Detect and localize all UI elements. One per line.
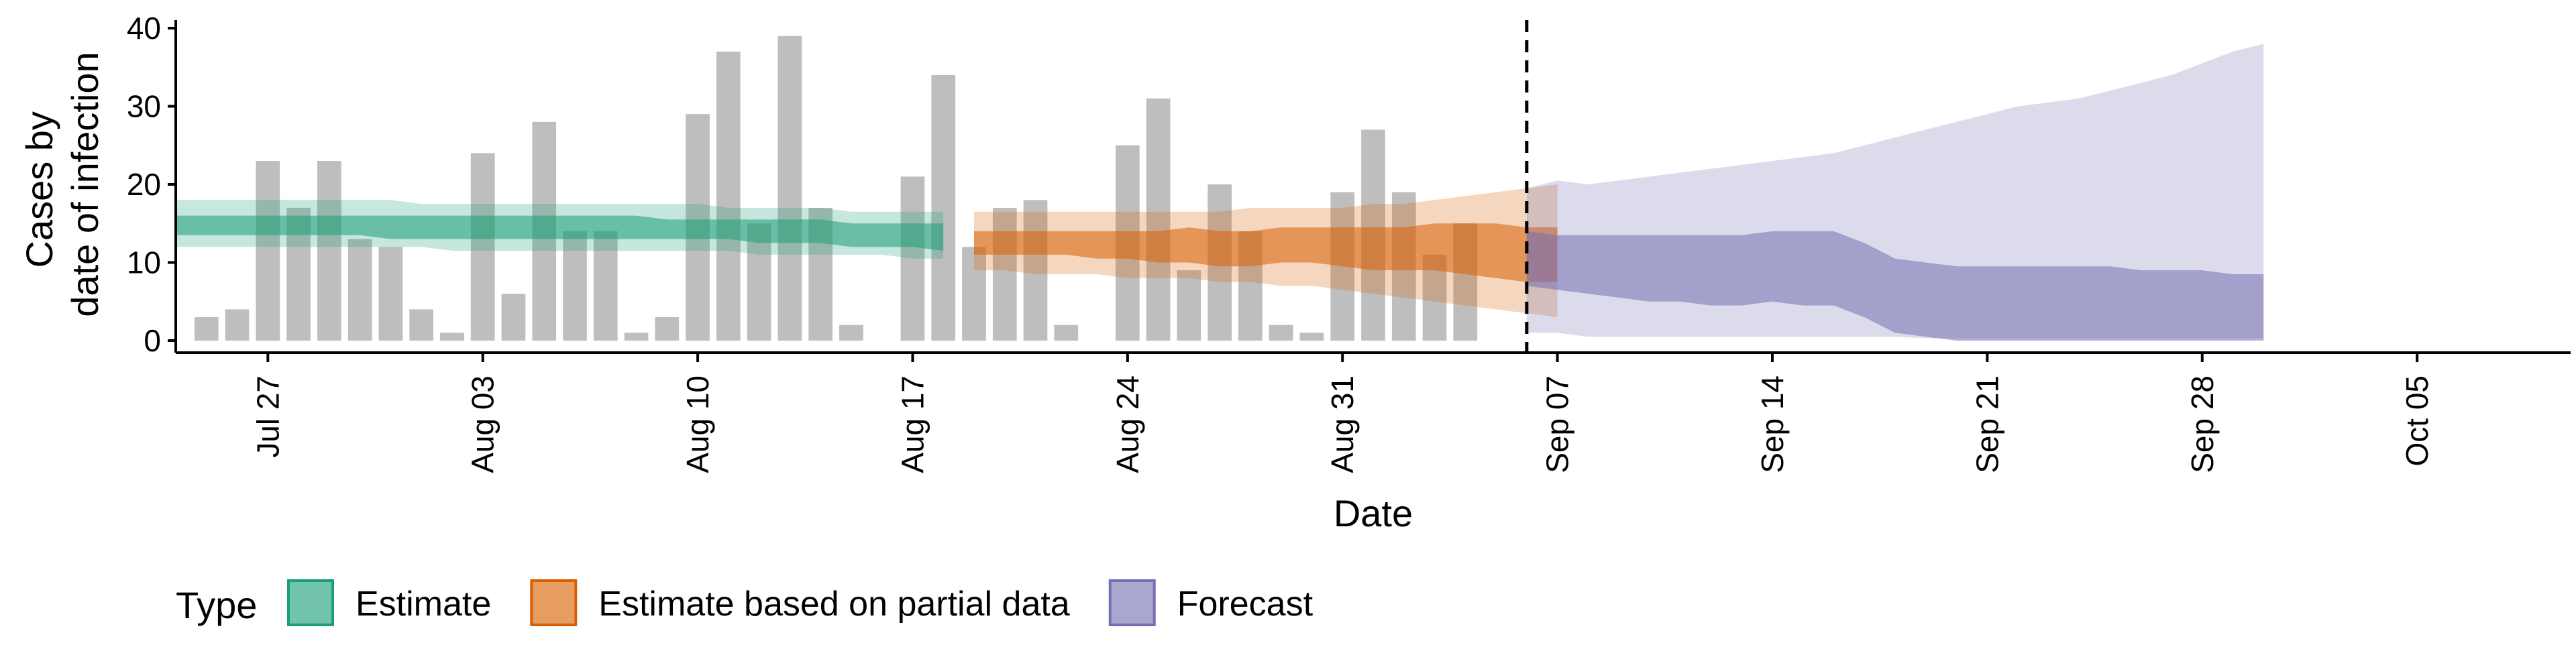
- bar: [777, 36, 802, 341]
- y-tick-label: 20: [127, 167, 161, 202]
- x-tick-label: Oct 05: [2400, 375, 2434, 467]
- legend-swatch: [287, 579, 334, 626]
- series-1-inner-band: [974, 223, 1558, 282]
- x-tick-label: Aug 03: [466, 375, 500, 473]
- y-axis-title: Cases by date of infection: [18, 52, 106, 316]
- x-tick-label: Jul 27: [250, 375, 285, 458]
- bar: [1054, 325, 1079, 341]
- bar: [593, 231, 618, 341]
- bar: [624, 333, 649, 341]
- y-axis-title-line-2: date of infection: [64, 52, 106, 316]
- bar: [563, 231, 587, 341]
- x-tick-label: Sep 14: [1755, 375, 1790, 473]
- legend-swatch: [1108, 579, 1156, 626]
- bar: [378, 247, 403, 341]
- legend-swatch: [530, 579, 578, 626]
- x-tick-label: Aug 24: [1110, 375, 1145, 473]
- y-tick-label: 30: [127, 89, 161, 124]
- legend-label: Estimate based on partial data: [598, 585, 1070, 624]
- bar: [194, 317, 219, 341]
- bands-layer: [176, 44, 2264, 341]
- bar: [225, 309, 250, 341]
- x-tick-label: Sep 07: [1540, 375, 1575, 473]
- y-tick-label: 40: [127, 11, 161, 46]
- legend: Type Estimate Estimate based on partial d…: [176, 579, 1313, 626]
- bar: [716, 51, 741, 341]
- bar: [1023, 200, 1048, 341]
- x-tick-label: Aug 31: [1325, 375, 1360, 473]
- y-tick-label: 0: [144, 323, 161, 358]
- bar: [347, 239, 372, 341]
- labels-layer: Date Cases by date of infection: [18, 52, 1413, 534]
- legend-label: Estimate: [356, 585, 491, 624]
- bar: [839, 325, 863, 341]
- x-tick-label: Sep 21: [1970, 375, 2004, 473]
- bar: [1299, 333, 1324, 341]
- series-2-inner-band: [1526, 231, 2264, 341]
- bar: [992, 207, 1017, 341]
- legend-title: Type: [176, 584, 257, 626]
- bar: [470, 153, 495, 341]
- bar: [1269, 325, 1293, 341]
- x-tick-label: Aug 17: [895, 375, 930, 473]
- legend-label: Forecast: [1177, 585, 1313, 624]
- bar: [931, 74, 956, 341]
- x-tick-label: Sep 28: [2185, 375, 2220, 473]
- bars-layer: [194, 36, 1478, 341]
- series-0-inner-band: [176, 215, 944, 251]
- axes-layer: 0 10 20 30 40 Jul 27 Aug 03 Aug 10 Aug 17 Aug 24 A…: [127, 11, 2571, 473]
- bar: [962, 247, 986, 341]
- bar: [409, 309, 434, 341]
- x-tick-label: Aug 10: [680, 375, 715, 473]
- bar: [655, 317, 680, 341]
- x-axis-title: Date: [1334, 492, 1413, 534]
- bar: [1177, 270, 1201, 341]
- bar: [317, 161, 341, 341]
- bar: [501, 294, 526, 341]
- bar: [256, 161, 280, 341]
- bar: [900, 176, 925, 341]
- bar: [1146, 98, 1171, 341]
- y-axis-title-line-1: Cases by: [18, 111, 60, 268]
- y-tick-label: 10: [127, 245, 161, 280]
- bar: [440, 333, 464, 341]
